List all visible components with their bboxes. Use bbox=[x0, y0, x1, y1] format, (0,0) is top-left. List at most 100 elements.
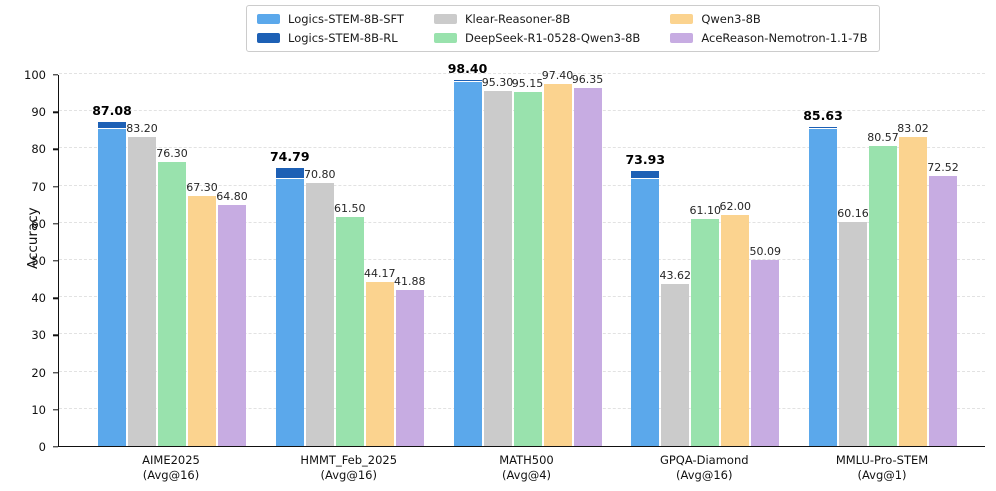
y-tick-mark-0 bbox=[53, 446, 58, 448]
bar-MATH500-Logics-STEM-8B-RL: 98.40 bbox=[448, 61, 487, 446]
bar-value-label: 50.09 bbox=[749, 244, 782, 258]
y-tick-mark-10 bbox=[53, 409, 58, 411]
legend-swatch-icon bbox=[433, 33, 457, 43]
bar-group-AIME2025: 87.08 83.20 76.30 67.30 64.80 bbox=[92, 75, 248, 446]
bar-GPQA-Diamond-Klear-Reasoner-8B: 43.62 bbox=[660, 269, 691, 446]
x-category-label-GPQA-Diamond: GPQA-Diamond (Avg@16) bbox=[614, 453, 794, 483]
y-tick-mark-90 bbox=[53, 111, 58, 113]
bar-rl-cap bbox=[809, 127, 837, 130]
bar-value-label: 80.57 bbox=[867, 131, 899, 145]
bar-value-label: 64.80 bbox=[216, 189, 248, 203]
bar-value-label: 95.30 bbox=[481, 76, 514, 90]
legend-swatch-icon bbox=[670, 33, 694, 43]
bar-HMMT_Feb_2025-Klear-Reasoner-8B: 70.80 bbox=[304, 168, 336, 446]
bar-value-label: 83.02 bbox=[897, 122, 929, 136]
legend-label: Logics-STEM-8B-RL bbox=[288, 31, 398, 45]
bar-rl-cap bbox=[98, 122, 126, 129]
bar-rl-cap bbox=[275, 167, 304, 179]
x-category-label-AIME2025: AIME2025 (Avg@16) bbox=[81, 453, 261, 483]
bar-GPQA-Diamond-Logics-STEM-8B-RL: 73.93 bbox=[625, 152, 665, 446]
bar-value-label: 41.88 bbox=[394, 275, 426, 289]
x-category-name: MATH500 bbox=[499, 453, 554, 467]
bar-value-label: 87.08 bbox=[92, 103, 132, 119]
x-category-name: MMLU-Pro-STEM bbox=[835, 453, 929, 467]
y-tick-mark-30 bbox=[53, 334, 58, 337]
legend-label: DeepSeek-R1-0528-Qwen3-8B bbox=[464, 31, 641, 45]
bar-MATH500-Klear-Reasoner-8B: 95.30 bbox=[482, 76, 513, 446]
legend-item-2: Klear-Reasoner-8B bbox=[433, 12, 640, 26]
y-tick-label-40: 40 bbox=[31, 291, 46, 306]
bar-value-label: 67.30 bbox=[186, 180, 218, 194]
legend-item-5: AceReason-Nemotron-1.1-7B bbox=[670, 31, 867, 45]
legend-item-4: Qwen3-8B bbox=[670, 12, 867, 26]
legend-item-0: Logics-STEM-8B-SFT bbox=[257, 12, 404, 26]
bar-MMLU-Pro-STEM-DeepSeek-R1-0528-Qwen3-8B: 80.57 bbox=[867, 131, 899, 446]
y-tick-label-80: 80 bbox=[31, 142, 46, 157]
bar-value-label: 76.30 bbox=[156, 147, 188, 161]
bar-value-label: 61.50 bbox=[334, 202, 366, 216]
legend-swatch-icon bbox=[670, 14, 694, 24]
bar-AIME2025-AceReason-Nemotron-1.1-7B: 64.80 bbox=[216, 190, 248, 446]
x-category-label-MATH500: MATH500 (Avg@4) bbox=[437, 453, 617, 483]
bar-value-label: 97.40 bbox=[541, 68, 574, 82]
bar-HMMT_Feb_2025-Logics-STEM-8B-RL: 74.79 bbox=[270, 149, 310, 446]
gridline-100 bbox=[59, 73, 985, 74]
bar-HMMT_Feb_2025-AceReason-Nemotron-1.1-7B: 41.88 bbox=[394, 275, 426, 446]
y-tick-mark-100 bbox=[53, 74, 58, 76]
bar-value-label: 85.63 bbox=[803, 108, 843, 124]
y-tick-mark-70 bbox=[53, 185, 58, 188]
x-category-name: GPQA-Diamond bbox=[659, 453, 749, 467]
y-tick-label-30: 30 bbox=[31, 328, 46, 343]
bar-value-label: 95.15 bbox=[511, 77, 544, 91]
bar-value-label: 98.40 bbox=[447, 60, 488, 76]
bar-value-label: 60.16 bbox=[837, 207, 869, 221]
bar-AIME2025-Klear-Reasoner-8B: 83.20 bbox=[126, 122, 158, 446]
bar-value-label: 43.62 bbox=[659, 268, 692, 282]
bar-MATH500-AceReason-Nemotron-1.1-7B: 96.35 bbox=[572, 73, 603, 446]
bar-value-label: 62.00 bbox=[719, 200, 752, 214]
x-category-label-HMMT_Feb_2025: HMMT_Feb_2025 (Avg@16) bbox=[259, 453, 439, 483]
bar-rl-cap bbox=[631, 170, 660, 179]
chart-legend: Logics-STEM-8B-SFT Logics-STEM-8B-RL Klear… bbox=[246, 5, 881, 52]
y-tick-label-0: 0 bbox=[38, 440, 46, 454]
plot-area: 87.08 83.20 76.30 67.30 64.80 74.79 70.80 61.50… bbox=[58, 61, 985, 447]
y-tick-label-100: 100 bbox=[24, 68, 46, 82]
bar-GPQA-Diamond-Qwen3-8B: 62.00 bbox=[720, 200, 751, 446]
x-category-name: HMMT_Feb_2025 bbox=[300, 453, 398, 467]
x-category-avg: (Avg@4) bbox=[501, 467, 552, 482]
bar-group-GPQA-Diamond: 73.93 43.62 61.10 62.00 50.09 bbox=[625, 75, 782, 446]
bar-AIME2025-Logics-STEM-8B-RL: 87.08 bbox=[92, 103, 132, 446]
bar-value-label: 44.17 bbox=[364, 266, 396, 280]
y-tick-label-60: 60 bbox=[31, 216, 46, 231]
x-category-label-MMLU-Pro-STEM: MMLU-Pro-STEM (Avg@1) bbox=[792, 453, 972, 483]
bar-group-HMMT_Feb_2025: 74.79 70.80 61.50 44.17 41.88 bbox=[270, 75, 426, 446]
legend-label: Qwen3-8B bbox=[701, 12, 761, 26]
x-category-avg: (Avg@16) bbox=[676, 467, 733, 482]
bar-value-label: 96.35 bbox=[571, 72, 604, 86]
bar-GPQA-Diamond-DeepSeek-R1-0528-Qwen3-8B: 61.10 bbox=[690, 204, 721, 446]
x-category-avg: (Avg@1) bbox=[857, 467, 907, 482]
y-tick-mark-80 bbox=[53, 148, 58, 151]
bar-rl-cap bbox=[453, 79, 482, 82]
x-category-avg: (Avg@16) bbox=[142, 467, 200, 482]
bar-MATH500-Qwen3-8B: 97.40 bbox=[542, 69, 573, 446]
legend-swatch-icon bbox=[257, 14, 280, 24]
bar-group-MATH500: 98.40 95.30 95.15 97.40 96.35 bbox=[448, 61, 603, 446]
bar-MMLU-Pro-STEM-Klear-Reasoner-8B: 60.16 bbox=[837, 207, 869, 446]
bar-MMLU-Pro-STEM-AceReason-Nemotron-1.1-7B: 72.52 bbox=[927, 161, 959, 446]
bar-value-label: 83.20 bbox=[126, 121, 158, 135]
x-axis: AIME2025 (Avg@16) HMMT_Feb_2025 (Avg@16) MAT… bbox=[58, 449, 985, 489]
y-tick-label-70: 70 bbox=[31, 179, 46, 194]
bar-value-label: 61.10 bbox=[689, 203, 722, 217]
x-category-avg: (Avg@16) bbox=[320, 467, 377, 482]
bar-HMMT_Feb_2025-Qwen3-8B: 44.17 bbox=[364, 267, 396, 446]
y-tick-label-90: 90 bbox=[31, 105, 46, 120]
bar-HMMT_Feb_2025-DeepSeek-R1-0528-Qwen3-8B: 61.50 bbox=[334, 202, 366, 446]
bar-group-MMLU-Pro-STEM: 85.63 60.16 80.57 83.02 72.52 bbox=[803, 75, 959, 446]
x-category-name: AIME2025 bbox=[142, 453, 200, 467]
legend-label: Logics-STEM-8B-SFT bbox=[288, 12, 404, 26]
bar-MMLU-Pro-STEM-Qwen3-8B: 83.02 bbox=[897, 122, 929, 446]
bar-value-label: 74.79 bbox=[269, 148, 310, 164]
bar-MATH500-DeepSeek-R1-0528-Qwen3-8B: 95.15 bbox=[512, 77, 543, 446]
legend-swatch-icon bbox=[433, 14, 457, 24]
